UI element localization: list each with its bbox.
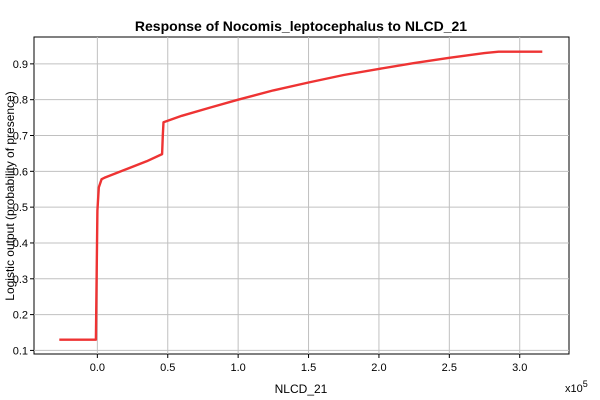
x-axis-multiplier-exponent: 5 <box>583 379 588 389</box>
y-tick-label: 0.9 <box>13 59 28 71</box>
x-tick-label: 2.0 <box>371 362 386 374</box>
x-axis-label: NLCD_21 <box>275 382 328 396</box>
y-tick-label: 0.7 <box>13 131 28 143</box>
y-tick-label: 0.6 <box>13 166 28 178</box>
y-tick-label: 0.4 <box>13 238 28 250</box>
x-tick-label: 1.0 <box>230 362 245 374</box>
x-tick-label: 0.5 <box>160 362 175 374</box>
chart-title: Response of Nocomis_leptocephalus to NLC… <box>135 18 467 34</box>
x-tick-label: 0.0 <box>90 362 105 374</box>
y-axis-label: Logistic output (probability of presence… <box>3 91 17 300</box>
x-axis-multiplier-base: x10 <box>565 383 583 395</box>
x-axis-multiplier: x105 <box>565 379 588 395</box>
response-curve <box>59 50 543 341</box>
x-tick-label: 1.5 <box>301 362 316 374</box>
series-layer <box>59 50 543 341</box>
x-tick-label: 2.5 <box>442 362 457 374</box>
x-tick-label: 3.0 <box>512 362 527 374</box>
axis-ticks: 0.0 0.5 1.0 1.5 2.0 2.5 3.0 0.1 0.2 0.3 0.4 0.5 0.6 0… <box>13 59 528 374</box>
y-tick-label: 0.2 <box>13 310 28 322</box>
plot-area-frame <box>33 36 570 355</box>
y-tick-label: 0.5 <box>13 202 28 214</box>
y-tick-label: 0.1 <box>13 345 28 357</box>
y-tick-label: 0.8 <box>13 95 28 107</box>
y-tick-label: 0.3 <box>13 274 28 286</box>
